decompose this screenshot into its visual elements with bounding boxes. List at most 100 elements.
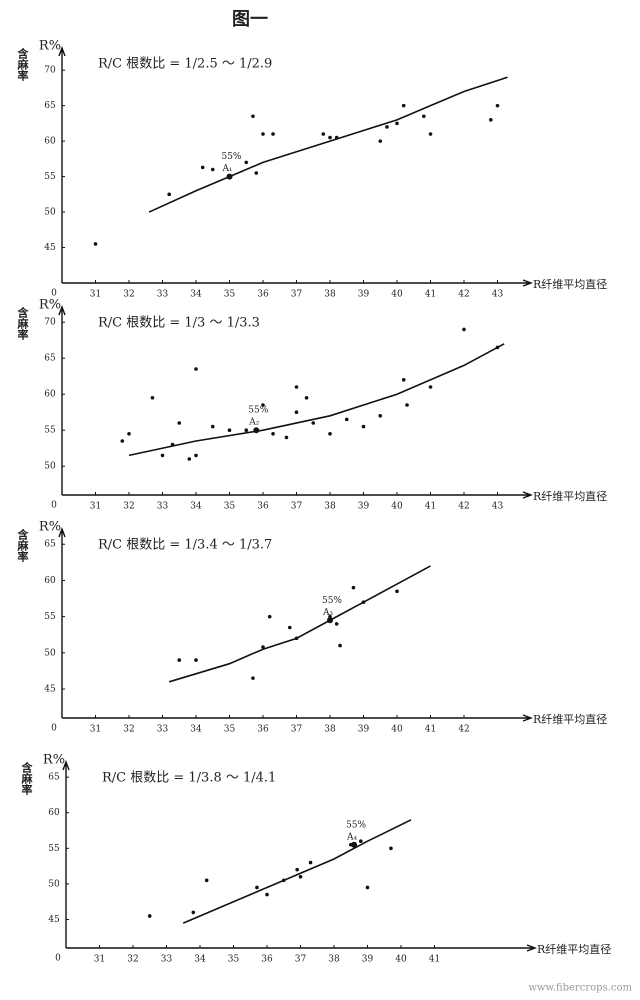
y-axis-unit: R% (39, 39, 61, 54)
data-point (321, 132, 326, 136)
data-point (177, 658, 182, 662)
x-tick-label: 39 (362, 955, 374, 965)
y-axis (58, 46, 66, 283)
marked-point (253, 427, 260, 434)
x-tick-label: 41 (429, 955, 440, 965)
x-tick-label: 33 (157, 502, 169, 512)
x-axis-title: R纤维平均直径 (533, 489, 607, 503)
y-tick-label: 50 (44, 648, 56, 658)
y-tick-label: 60 (44, 576, 56, 586)
data-point (495, 103, 500, 108)
y-tick-label: 50 (48, 879, 60, 889)
data-point (462, 327, 466, 332)
y-tick-label: 45 (44, 685, 56, 695)
data-point (200, 165, 205, 170)
data-point (261, 403, 265, 407)
y-tick-label: 60 (44, 390, 56, 400)
data-point (422, 114, 426, 119)
data-point (261, 132, 265, 136)
x-tick-label: 43 (492, 290, 504, 300)
y-tick-label: 70 (44, 318, 56, 328)
data-point (261, 645, 265, 649)
data-point (351, 585, 356, 590)
data-point (311, 421, 316, 425)
y-axis (62, 760, 70, 948)
x-tick-label: 33 (161, 955, 173, 965)
fit-curve (148, 76, 508, 213)
y-tick-label: 55 (44, 612, 56, 622)
y-axis-unit: R% (39, 520, 61, 535)
data-point (194, 367, 198, 371)
origin-label: 0 (51, 501, 57, 511)
origin-label: 0 (51, 289, 57, 299)
x-tick-label: 35 (228, 955, 240, 965)
marked-point (327, 617, 333, 624)
x-tick-label: 31 (94, 955, 105, 965)
data-point (265, 892, 269, 897)
x-tick-label: 31 (90, 725, 101, 735)
y-axis-title: 含麻率 (16, 528, 30, 563)
x-tick-label: 35 (224, 725, 236, 735)
y-tick-label: 45 (48, 915, 60, 925)
y-tick-label: 65 (44, 101, 56, 111)
fit-curve (128, 343, 505, 457)
data-point (204, 878, 209, 883)
x-tick-label: 39 (358, 502, 370, 512)
marker-label: 55% (346, 820, 366, 830)
watermark: www.fibercrops.com (528, 983, 632, 994)
y-tick-label: 50 (44, 462, 56, 472)
x-tick-label: 39 (358, 725, 370, 735)
data-point (244, 428, 249, 433)
data-point (389, 846, 393, 851)
y-tick-label: 70 (44, 66, 56, 76)
y-axis-title: 含麻率 (20, 761, 34, 796)
x-tick-label: 40 (395, 955, 407, 965)
y-axis-unit: R% (39, 298, 61, 313)
marker-name: A₃ (322, 608, 333, 618)
data-point (308, 860, 313, 865)
data-point (328, 432, 332, 436)
data-point (334, 622, 339, 626)
x-tick-label: 34 (194, 955, 206, 965)
data-point (405, 403, 409, 407)
data-point (344, 417, 349, 422)
x-tick-label: 41 (425, 290, 436, 300)
ratio-annotation: R/C 根数比 = 1/3.8 ～ 1/4.1 (102, 771, 276, 786)
x-tick-label: 33 (157, 725, 169, 735)
y-axis-title: 含麻率 (16, 47, 30, 82)
x-tick-label: 38 (328, 955, 340, 965)
x-tick-label: 40 (391, 725, 403, 735)
y-tick-label: 45 (44, 243, 56, 253)
x-tick-label: 40 (391, 502, 403, 512)
x-tick-label: 32 (123, 725, 134, 735)
data-point (365, 885, 370, 890)
data-point (489, 118, 493, 122)
marker-name: A₁ (221, 164, 232, 174)
marker-label: 55% (248, 406, 268, 416)
y-axis-unit: R% (43, 753, 65, 768)
data-point (378, 414, 383, 418)
y-tick-label: 65 (44, 540, 56, 550)
x-tick-label: 36 (257, 502, 269, 512)
data-point (150, 396, 155, 400)
data-point (93, 242, 98, 246)
data-point (338, 643, 342, 648)
data-point (328, 135, 332, 140)
x-tick-label: 34 (190, 725, 202, 735)
x-tick-label: 40 (391, 290, 403, 300)
y-tick-label: 55 (48, 844, 60, 854)
x-tick-label: 35 (224, 290, 236, 300)
data-point (359, 839, 363, 843)
x-tick-label: 34 (190, 502, 202, 512)
data-point (428, 385, 433, 389)
x-tick-label: 36 (257, 725, 269, 735)
y-axis-title: 含麻率 (16, 306, 30, 341)
x-tick-label: 36 (261, 955, 273, 965)
x-tick-label: 43 (492, 502, 504, 512)
x-tick-label: 38 (324, 502, 336, 512)
data-point (187, 457, 192, 461)
data-point (271, 132, 275, 136)
x-tick-label: 37 (291, 502, 303, 512)
fit-curve (182, 819, 412, 924)
data-point (127, 432, 131, 436)
